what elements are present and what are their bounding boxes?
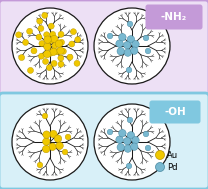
- Circle shape: [132, 136, 139, 144]
- Circle shape: [131, 47, 138, 54]
- Circle shape: [27, 28, 33, 34]
- Circle shape: [94, 8, 170, 84]
- FancyBboxPatch shape: [0, 93, 208, 189]
- Circle shape: [62, 149, 68, 155]
- Circle shape: [36, 34, 42, 40]
- Circle shape: [54, 135, 62, 142]
- FancyBboxPatch shape: [150, 101, 201, 123]
- Circle shape: [75, 37, 81, 43]
- Circle shape: [127, 132, 135, 139]
- Circle shape: [58, 61, 64, 67]
- Circle shape: [38, 53, 45, 59]
- Circle shape: [43, 131, 50, 138]
- Circle shape: [51, 35, 58, 43]
- Circle shape: [48, 23, 54, 29]
- Circle shape: [127, 36, 135, 43]
- Circle shape: [143, 131, 149, 137]
- Circle shape: [31, 48, 37, 54]
- Circle shape: [12, 8, 88, 84]
- Circle shape: [42, 12, 48, 18]
- Circle shape: [42, 145, 50, 153]
- Circle shape: [117, 47, 124, 55]
- Circle shape: [126, 67, 132, 73]
- Circle shape: [124, 145, 131, 152]
- Circle shape: [38, 26, 44, 31]
- Circle shape: [43, 50, 51, 58]
- Circle shape: [124, 41, 131, 49]
- Circle shape: [54, 49, 60, 55]
- Circle shape: [12, 104, 88, 180]
- Circle shape: [126, 163, 132, 169]
- Circle shape: [50, 31, 56, 37]
- Circle shape: [69, 41, 75, 47]
- Circle shape: [43, 58, 48, 64]
- Circle shape: [127, 21, 133, 27]
- FancyBboxPatch shape: [146, 5, 203, 29]
- Circle shape: [107, 33, 113, 39]
- Circle shape: [67, 54, 73, 60]
- Circle shape: [49, 143, 56, 150]
- Circle shape: [116, 40, 123, 47]
- Circle shape: [124, 137, 131, 145]
- Circle shape: [117, 143, 124, 151]
- Circle shape: [107, 129, 113, 135]
- Circle shape: [57, 47, 64, 54]
- Circle shape: [65, 134, 71, 140]
- Circle shape: [52, 43, 58, 49]
- Circle shape: [156, 163, 165, 171]
- Circle shape: [37, 18, 43, 24]
- Circle shape: [127, 117, 133, 123]
- Circle shape: [50, 48, 57, 56]
- Circle shape: [132, 40, 139, 48]
- Circle shape: [58, 31, 64, 37]
- Circle shape: [51, 60, 57, 67]
- Circle shape: [60, 48, 66, 54]
- Text: -OH: -OH: [164, 107, 186, 117]
- Circle shape: [44, 36, 51, 43]
- Circle shape: [156, 150, 165, 160]
- Text: Au: Au: [167, 150, 178, 160]
- Circle shape: [116, 136, 123, 143]
- Circle shape: [37, 162, 43, 168]
- Circle shape: [124, 49, 131, 56]
- Circle shape: [74, 60, 80, 66]
- Circle shape: [47, 38, 53, 43]
- Circle shape: [19, 55, 25, 60]
- Circle shape: [47, 50, 53, 56]
- Text: Pd: Pd: [167, 163, 177, 171]
- Circle shape: [143, 35, 149, 41]
- Circle shape: [39, 40, 45, 46]
- Circle shape: [55, 40, 63, 47]
- Circle shape: [58, 39, 64, 45]
- Circle shape: [119, 129, 126, 137]
- Circle shape: [70, 29, 76, 35]
- Circle shape: [94, 104, 170, 180]
- Text: -NH₂: -NH₂: [161, 12, 187, 22]
- Circle shape: [43, 138, 50, 145]
- Circle shape: [46, 65, 52, 71]
- Circle shape: [119, 33, 126, 41]
- Circle shape: [131, 143, 138, 150]
- FancyBboxPatch shape: [0, 0, 208, 96]
- Circle shape: [58, 55, 64, 61]
- Circle shape: [27, 67, 33, 73]
- Circle shape: [16, 32, 22, 38]
- Circle shape: [145, 145, 151, 151]
- Circle shape: [42, 113, 48, 119]
- Circle shape: [44, 43, 51, 50]
- Circle shape: [56, 142, 63, 149]
- Circle shape: [50, 130, 57, 138]
- Circle shape: [44, 32, 50, 38]
- Circle shape: [22, 40, 28, 45]
- Circle shape: [145, 48, 151, 54]
